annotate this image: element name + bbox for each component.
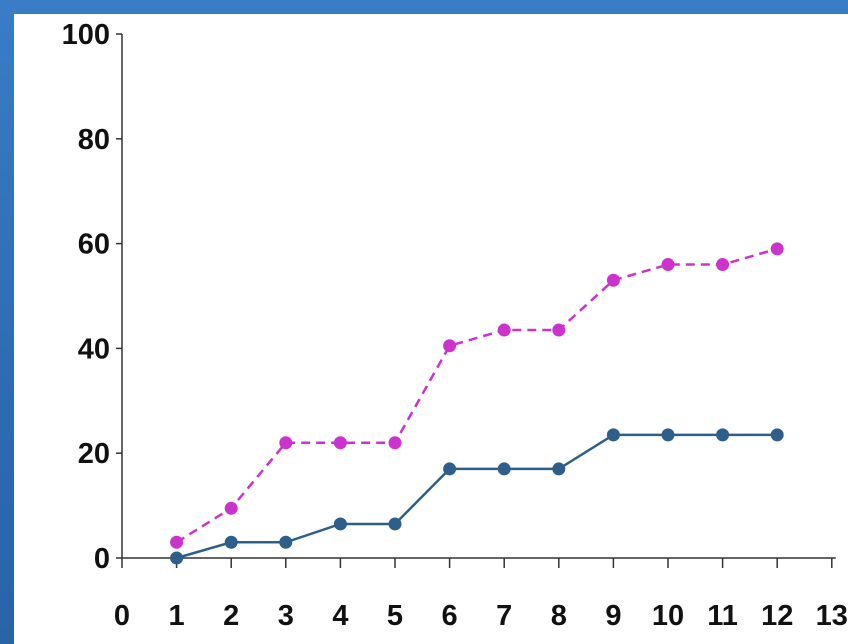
x-tick-label: 3 xyxy=(278,600,294,632)
y-tick-label: 20 xyxy=(78,438,110,470)
series-2-point xyxy=(606,428,620,442)
series-1-point xyxy=(497,323,511,337)
series-1-line xyxy=(175,247,778,544)
series-1-point xyxy=(388,436,402,450)
series-2-point xyxy=(716,428,730,442)
series-2-point xyxy=(224,535,238,549)
series-2-point xyxy=(279,535,293,549)
series-2-point xyxy=(443,462,457,476)
y-tick-label: 0 xyxy=(94,543,110,575)
series-2-point xyxy=(661,428,675,442)
series-2-line xyxy=(176,433,778,560)
series-1-point xyxy=(606,273,620,287)
plot-area xyxy=(14,14,848,644)
x-tick-label: 5 xyxy=(387,600,403,632)
y-tick-label: 40 xyxy=(78,333,110,365)
series-1-point xyxy=(552,323,566,337)
series-1-point xyxy=(224,501,238,515)
series-1-point xyxy=(770,242,784,256)
x-tick-label: 7 xyxy=(496,600,512,632)
x-tick-label: 1 xyxy=(169,600,185,632)
series-2-point xyxy=(388,517,402,531)
series-2-point xyxy=(497,462,511,476)
series-2-point xyxy=(770,428,784,442)
series-1-point xyxy=(661,258,675,272)
x-tick-label: 12 xyxy=(761,600,793,632)
series-2-point xyxy=(552,462,566,476)
series-1-point xyxy=(333,436,347,450)
series-1-point xyxy=(170,535,184,549)
y-tick-label: 100 xyxy=(62,19,110,51)
x-tick-label: 4 xyxy=(332,600,348,632)
x-tick-label: 10 xyxy=(652,600,684,632)
y-tick-label: 80 xyxy=(78,124,110,156)
series-1-point xyxy=(443,339,457,353)
x-tick-label: 11 xyxy=(707,600,738,632)
series-2-point xyxy=(170,551,184,565)
x-tick-label: 13 xyxy=(816,600,848,632)
x-tick-label: 0 xyxy=(114,600,130,632)
series-2-point xyxy=(333,517,347,531)
x-tick-label: 8 xyxy=(551,600,567,632)
x-tick-label: 9 xyxy=(605,600,621,632)
series-1-point xyxy=(716,258,730,272)
x-tick-label: 2 xyxy=(223,600,239,632)
x-tick-label: 6 xyxy=(442,600,458,632)
series-1-point xyxy=(279,436,293,450)
y-tick-label: 60 xyxy=(78,229,110,261)
